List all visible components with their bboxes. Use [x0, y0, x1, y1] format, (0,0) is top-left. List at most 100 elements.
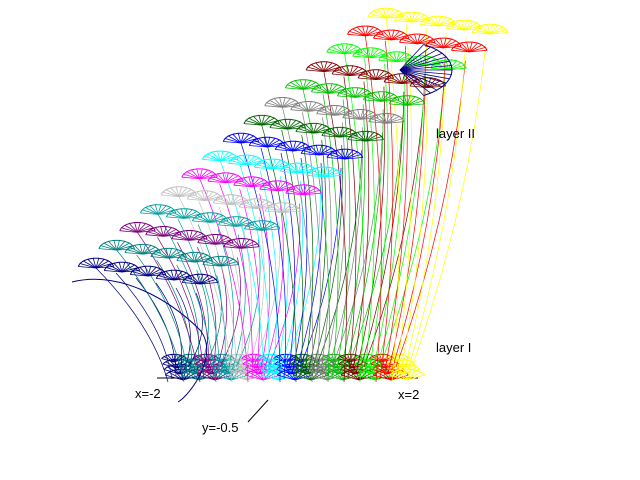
lower-fan-spoke [291, 356, 303, 363]
upper-fan-13-2 [399, 33, 436, 45]
upper-fan-spoke [256, 203, 274, 209]
upper-fan-spoke [238, 238, 242, 249]
upper-fan-spoke [246, 157, 260, 166]
lower-fan-spoke [163, 356, 175, 363]
upper-fan-spoke [370, 118, 387, 124]
strand [295, 162, 323, 371]
lower-fan-spoke [221, 354, 225, 363]
upper-fan-spoke [215, 239, 232, 245]
upper-fan-spoke [290, 187, 304, 196]
upper-fan-spoke [375, 69, 380, 80]
strand [283, 185, 321, 368]
strand [219, 183, 253, 380]
upper-fan-spoke [427, 43, 444, 49]
lower-fan-14-0 [385, 353, 411, 363]
upper-fan-spoke [401, 73, 406, 84]
upper-fan-rim [347, 25, 384, 35]
upper-fan-spoke [156, 278, 175, 281]
strand [235, 239, 261, 368]
strand [137, 232, 201, 383]
upper-fan-spoke [237, 155, 247, 166]
lower-fan-spoke [208, 359, 212, 369]
upper-fan-spoke [393, 74, 403, 84]
upper-fan-large-spoke [399, 69, 424, 96]
lower-fan-spoke [285, 369, 296, 381]
upper-fan-rim [160, 186, 198, 196]
lower-fan-spoke [318, 359, 322, 369]
upper-fan-spoke [282, 205, 296, 213]
upper-fan-spoke [199, 274, 204, 285]
upper-fan-spoke [310, 123, 315, 134]
upper-fan-rim [316, 105, 353, 114]
strand [407, 37, 467, 371]
upper-fan-13-3 [425, 37, 462, 49]
upper-fan-spoke [324, 174, 343, 178]
upper-fan-spoke [116, 240, 120, 251]
upper-fan-spoke [129, 246, 143, 255]
upper-fan-10-2 [336, 87, 374, 98]
upper-fan-spoke [386, 114, 395, 124]
upper-fan-14-4 [471, 23, 509, 35]
upper-fan-spoke [341, 149, 346, 160]
upper-fan-spoke [339, 128, 349, 138]
lower-fan-spoke [382, 359, 386, 369]
upper-fan-spoke [295, 131, 314, 134]
upper-fan-spoke [277, 180, 281, 191]
lower-fan-spoke [359, 354, 367, 363]
upper-fan-spoke [443, 38, 452, 49]
upper-fan-spoke [333, 70, 351, 76]
upper-fan-spoke [147, 274, 166, 277]
upper-fan-spoke [170, 270, 175, 281]
upper-fan-spoke [390, 29, 395, 41]
upper-fan-rim [228, 154, 265, 164]
upper-fan-spoke [163, 227, 172, 237]
upper-fan-large-spoke [399, 44, 424, 71]
upper-fan-spoke [258, 220, 263, 231]
upper-fan-rim [259, 180, 296, 190]
upper-fan-spoke [332, 73, 350, 76]
upper-fan-spoke [139, 266, 149, 277]
upper-fan-1-1 [124, 243, 161, 255]
upper-fan-spoke [279, 202, 284, 213]
upper-fan-spoke [341, 43, 345, 54]
upper-fan-8-2 [295, 122, 332, 134]
upper-fan-spoke [269, 127, 288, 130]
upper-fan-spoke [235, 181, 252, 188]
upper-fan-spoke [261, 225, 279, 231]
upper-fan-spoke [417, 39, 434, 45]
upper-fan-spoke [290, 82, 304, 90]
strand [175, 287, 191, 371]
upper-fan-spoke [266, 137, 276, 148]
upper-fan-spoke [171, 211, 185, 219]
upper-fan-spoke [466, 41, 470, 53]
upper-fan-spoke [375, 77, 394, 80]
lower-fan-spoke [264, 371, 280, 381]
upper-fan-rim [310, 83, 348, 93]
upper-fan-spoke [362, 48, 371, 58]
upper-fan-spoke [220, 151, 229, 162]
upper-fan-spoke [178, 257, 195, 263]
layer-i-label: layer I [436, 340, 472, 355]
upper-fan-spoke [235, 221, 253, 227]
upper-fan-11-1 [331, 65, 369, 76]
strand [155, 282, 182, 374]
lower-fan-spoke [365, 369, 376, 381]
upper-fan-spoke [223, 246, 242, 249]
strand [355, 86, 386, 374]
upper-fan-spoke [315, 62, 325, 72]
lower-fan-spoke [381, 369, 392, 381]
upper-fan-spoke [302, 80, 312, 90]
upper-fan-spoke [276, 146, 294, 152]
upper-fan-spoke [137, 227, 154, 233]
upper-fan-spoke [113, 240, 118, 251]
strand [364, 35, 382, 383]
upper-fan-spoke [233, 157, 247, 166]
upper-fan-large-spoke [399, 56, 447, 71]
upper-fan-rim [238, 198, 276, 208]
upper-fan-spoke [235, 217, 245, 227]
upper-fan-spoke [391, 30, 400, 41]
upper-fan-spoke [385, 13, 403, 19]
lower-fan-spoke [289, 358, 303, 363]
upper-fan-spoke [357, 109, 361, 120]
upper-fan-spoke [240, 203, 258, 209]
